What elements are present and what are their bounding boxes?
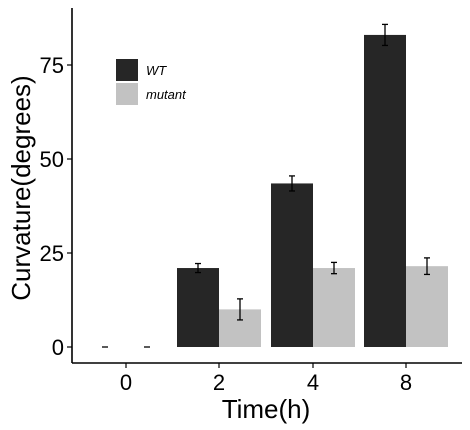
y-tick-label: 75 [40,53,64,78]
y-axis-title: Curvature(degrees) [6,75,36,300]
bar-wt-8 [364,34,406,348]
y-axis: 0 25 50 75 [40,8,73,363]
bar-mutant-8 [406,266,448,347]
x-axis: 0 2 4 8 [72,362,462,395]
legend-label-wt: WT [146,63,167,78]
x-tick-label: 4 [307,370,319,395]
y-tick-label: 0 [52,335,64,360]
x-tick-label: 8 [400,370,412,395]
x-tick-label: 2 [213,370,225,395]
legend-swatch-mutant [116,83,138,105]
bar-mutant-4 [313,268,355,347]
bar-wt-4 [271,183,313,347]
x-tick-label: 0 [120,370,132,395]
plot-area [102,23,448,348]
bar-wt-2 [177,268,219,347]
y-tick-label: 25 [40,241,64,266]
y-tick-label: 50 [40,147,64,172]
legend: WT mutant [116,59,187,105]
legend-swatch-wt [116,59,138,81]
legend-label-mutant: mutant [146,87,187,102]
x-axis-title: Time(h) [222,394,311,424]
